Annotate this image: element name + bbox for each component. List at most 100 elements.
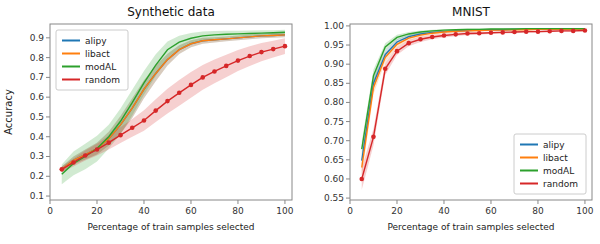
y-tick — [46, 57, 50, 58]
legend-label: random — [543, 179, 578, 189]
std-band — [62, 33, 285, 173]
y-tick-label: 0.3 — [30, 151, 44, 161]
y-tick-label: 0.75 — [324, 117, 344, 127]
plot-frame — [350, 24, 592, 200]
legend-label: alipy — [85, 36, 107, 46]
series-line — [362, 29, 585, 161]
point-marker — [177, 91, 182, 96]
y-tick-label: 0.5 — [30, 112, 44, 122]
legend-swatch — [62, 79, 80, 81]
legend-box — [56, 30, 128, 90]
legend-label: random — [85, 75, 120, 85]
y-tick — [46, 196, 50, 197]
series-line — [362, 29, 585, 150]
point-marker — [259, 50, 264, 55]
point-marker — [106, 140, 111, 145]
point-marker — [536, 29, 541, 34]
point-marker — [189, 83, 194, 88]
std-band — [362, 29, 585, 176]
point-marker — [71, 160, 76, 165]
panel: 0204060801000.550.600.650.700.750.800.85… — [324, 5, 594, 232]
x-tick — [50, 200, 51, 204]
x-tick — [284, 200, 285, 204]
point-marker — [271, 47, 276, 52]
y-tick — [346, 121, 350, 122]
point-marker — [524, 29, 529, 34]
legend: alipylibactmodALrandom — [56, 30, 128, 90]
y-tick — [346, 198, 350, 199]
std-band — [62, 33, 285, 173]
point-marker — [371, 135, 376, 140]
point-marker — [236, 58, 241, 63]
series-line — [62, 46, 285, 169]
y-tick-label: 0.85 — [324, 78, 344, 88]
x-tick-label: 100 — [276, 206, 293, 216]
y-tick — [346, 178, 350, 179]
y-tick — [46, 116, 50, 117]
x-tick-label: 60 — [485, 206, 497, 216]
y-tick — [346, 64, 350, 65]
legend-label: libact — [85, 49, 110, 59]
y-tick-label: 0.7 — [30, 72, 44, 82]
legend-box — [514, 134, 586, 194]
x-tick — [490, 200, 491, 204]
point-marker — [383, 66, 388, 71]
legend-label: modAL — [543, 166, 574, 176]
point-marker — [224, 64, 229, 69]
x-axis-label: Percentage of train samples selected — [387, 222, 554, 232]
point-marker — [359, 177, 364, 182]
y-tick — [346, 102, 350, 103]
series-line — [62, 32, 285, 174]
y-tick — [46, 97, 50, 98]
y-tick — [46, 156, 50, 157]
legend-swatch — [62, 66, 80, 68]
x-tick-label: 40 — [138, 206, 150, 216]
x-tick-label: 20 — [391, 206, 403, 216]
y-tick-label: 0.9 — [30, 33, 45, 43]
y-tick-label: 0.60 — [324, 174, 344, 184]
legend-swatch — [520, 157, 538, 159]
point-marker — [212, 69, 217, 74]
legend-swatch — [520, 170, 538, 172]
y-tick — [346, 25, 350, 26]
point-marker — [559, 29, 564, 34]
point-marker — [395, 49, 400, 54]
x-tick — [584, 200, 585, 204]
plot-area — [350, 24, 592, 200]
data-group — [59, 30, 287, 184]
legend: alipylibactmodALrandom — [514, 134, 586, 194]
legend-swatch — [520, 183, 538, 185]
series-line — [362, 29, 585, 168]
point-marker — [406, 41, 411, 46]
y-tick-label: 0.4 — [30, 132, 45, 142]
y-tick-label: 0.6 — [30, 92, 45, 102]
y-axis-label: Accuracy — [3, 89, 14, 135]
std-band — [62, 38, 285, 172]
series-line — [62, 35, 285, 169]
x-tick-label: 0 — [347, 206, 353, 216]
y-tick — [46, 176, 50, 177]
legend-swatch — [520, 144, 538, 146]
y-tick — [346, 45, 350, 46]
plot-area — [50, 24, 292, 200]
point-marker — [247, 54, 252, 59]
y-tick — [46, 136, 50, 137]
x-tick-label: 60 — [185, 206, 197, 216]
point-marker — [283, 44, 288, 49]
point-marker — [430, 35, 435, 40]
y-tick — [46, 37, 50, 38]
y-tick-label: 1.00 — [324, 21, 344, 31]
y-tick-label: 0.95 — [324, 40, 344, 50]
x-tick — [350, 200, 351, 204]
point-marker — [153, 108, 158, 113]
y-tick — [346, 159, 350, 160]
point-marker — [477, 31, 482, 36]
chart-title: MNIST — [452, 5, 490, 19]
point-marker — [83, 153, 88, 158]
y-tick-label: 0.2 — [30, 171, 44, 181]
x-tick-label: 80 — [532, 206, 544, 216]
x-tick — [190, 200, 191, 204]
x-tick — [537, 200, 538, 204]
point-marker — [547, 29, 552, 34]
y-tick-label: 0.80 — [324, 97, 344, 107]
